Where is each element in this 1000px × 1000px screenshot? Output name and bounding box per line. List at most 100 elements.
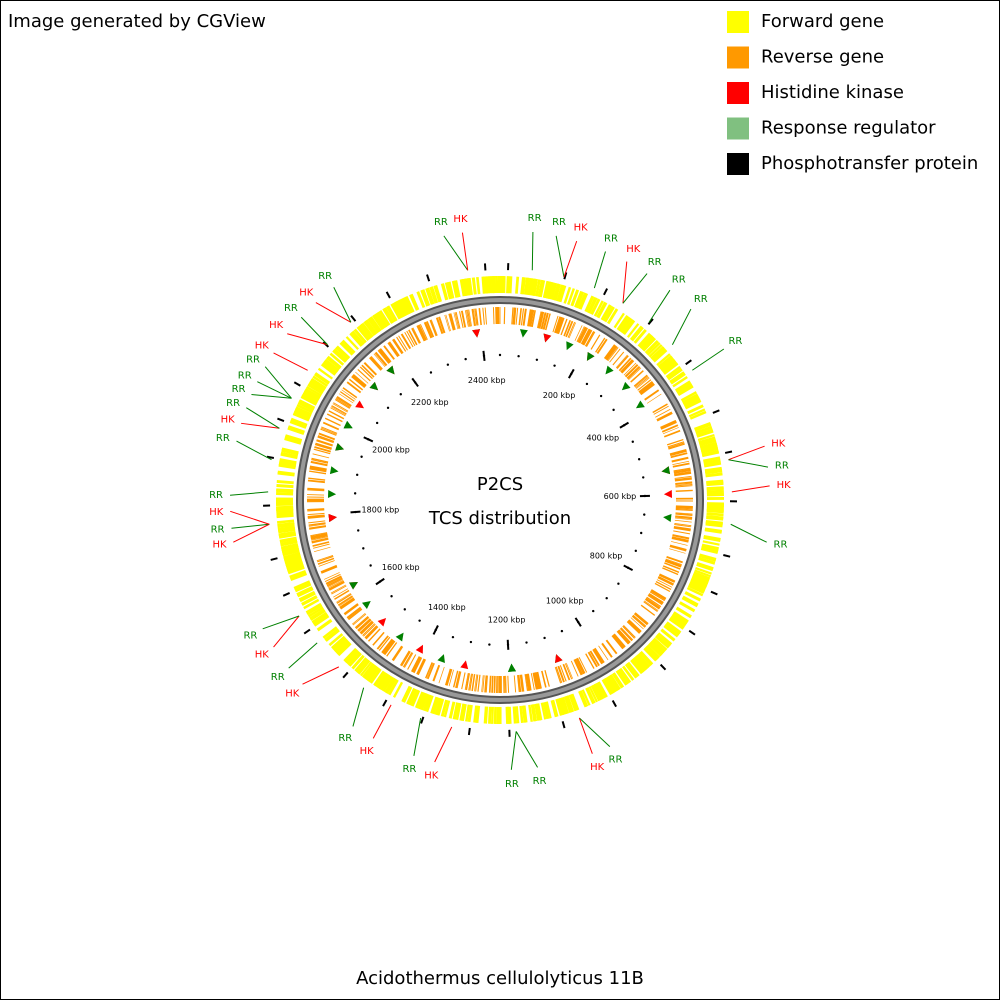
reverse-gene xyxy=(659,573,676,582)
reverse-gene xyxy=(404,652,414,668)
reverse-gene xyxy=(596,338,608,354)
reverse-gene xyxy=(674,471,692,477)
feature-line xyxy=(728,459,769,468)
reverse-gene xyxy=(666,438,684,446)
reverse-gene xyxy=(357,369,371,382)
forward-gene xyxy=(648,344,663,358)
forward-gene xyxy=(296,403,314,414)
feature-marker xyxy=(472,329,481,338)
forward-gene xyxy=(351,330,365,345)
reverse-gene xyxy=(595,337,606,353)
reverse-gene xyxy=(675,485,693,488)
reverse-gene xyxy=(656,579,673,588)
forward-gene xyxy=(519,705,524,724)
forward-gene xyxy=(624,663,638,679)
feature-marker xyxy=(663,514,672,522)
reverse-gene xyxy=(325,575,342,585)
feature-label: HK xyxy=(590,762,605,773)
reverse-gene xyxy=(670,541,688,546)
reverse-gene xyxy=(355,371,369,384)
reverse-gene xyxy=(330,584,347,594)
forward-gene xyxy=(662,361,678,375)
forward-gene xyxy=(284,557,303,566)
reverse-gene xyxy=(468,673,472,691)
feature-line xyxy=(302,666,340,685)
forward-gene xyxy=(334,639,350,654)
reverse-gene xyxy=(528,309,533,327)
reverse-gene xyxy=(635,376,649,389)
forward-gene xyxy=(385,305,397,322)
scale-dot xyxy=(612,408,615,412)
reverse-gene xyxy=(322,421,340,431)
reverse-gene xyxy=(416,325,426,342)
reverse-gene xyxy=(525,673,530,691)
reverse-gene xyxy=(675,508,693,512)
forward-gene xyxy=(702,540,720,546)
feature-label: RR xyxy=(552,217,566,228)
reverse-gene xyxy=(363,624,376,637)
reverse-gene xyxy=(532,672,538,690)
forward-gene xyxy=(444,282,452,300)
reverse-gene xyxy=(661,424,679,433)
forward-gene xyxy=(376,311,389,328)
scale-dot xyxy=(390,595,393,598)
forward-gene xyxy=(367,317,380,334)
forward-gene xyxy=(448,701,456,719)
reverse-gene xyxy=(318,560,335,567)
forward-gene xyxy=(612,672,625,688)
forward-gene xyxy=(279,536,297,544)
reverse-gene xyxy=(645,597,661,609)
reverse-gene xyxy=(513,675,517,693)
outer-tick xyxy=(561,721,566,729)
reverse-gene xyxy=(652,403,668,414)
reverse-gene xyxy=(404,331,414,348)
forward-gene xyxy=(670,614,687,627)
forward-gene xyxy=(654,635,670,649)
forward-gene xyxy=(680,391,698,402)
forward-gene xyxy=(564,695,574,713)
feature-label: RR xyxy=(728,336,742,347)
forward-gene xyxy=(675,606,692,619)
reverse-gene xyxy=(373,353,386,367)
reverse-gene xyxy=(408,329,418,346)
feature-line xyxy=(515,731,539,768)
reverse-gene xyxy=(648,592,664,604)
reverse-gene xyxy=(535,671,542,689)
forward-gene xyxy=(563,696,572,714)
forward-gene xyxy=(313,373,330,385)
forward-gene xyxy=(655,634,671,648)
outer-tick xyxy=(563,272,568,280)
feature-line xyxy=(555,235,565,278)
reverse-gene xyxy=(370,355,383,370)
forward-gene xyxy=(521,277,526,295)
feature-marker xyxy=(661,466,671,475)
feature-marker xyxy=(543,333,552,343)
forward-gene xyxy=(295,406,312,416)
reverse-gene xyxy=(669,548,686,554)
reverse-gene xyxy=(328,580,345,590)
reverse-gene xyxy=(520,308,525,326)
reverse-gene xyxy=(567,321,576,338)
feature-marker xyxy=(621,381,631,391)
reverse-gene xyxy=(619,627,633,642)
reverse-gene xyxy=(336,593,352,604)
reverse-gene xyxy=(482,675,485,693)
forward-gene xyxy=(311,611,328,624)
forward-gene xyxy=(694,423,712,432)
forward-gene xyxy=(701,446,719,454)
forward-gene xyxy=(706,515,724,521)
reverse-gene xyxy=(662,567,679,576)
reverse-gene xyxy=(669,449,687,457)
forward-gene xyxy=(422,694,432,712)
reverse-gene xyxy=(537,311,543,329)
forward-gene xyxy=(411,690,421,707)
forward-gene xyxy=(531,704,538,722)
reverse-gene xyxy=(672,462,690,468)
forward-gene xyxy=(647,643,662,657)
reverse-gene xyxy=(574,325,583,341)
forward-gene xyxy=(658,356,674,370)
forward-gene xyxy=(600,304,611,321)
feature-label: HK xyxy=(771,438,786,449)
forward-gene xyxy=(512,706,518,724)
scale-tick xyxy=(411,377,419,388)
